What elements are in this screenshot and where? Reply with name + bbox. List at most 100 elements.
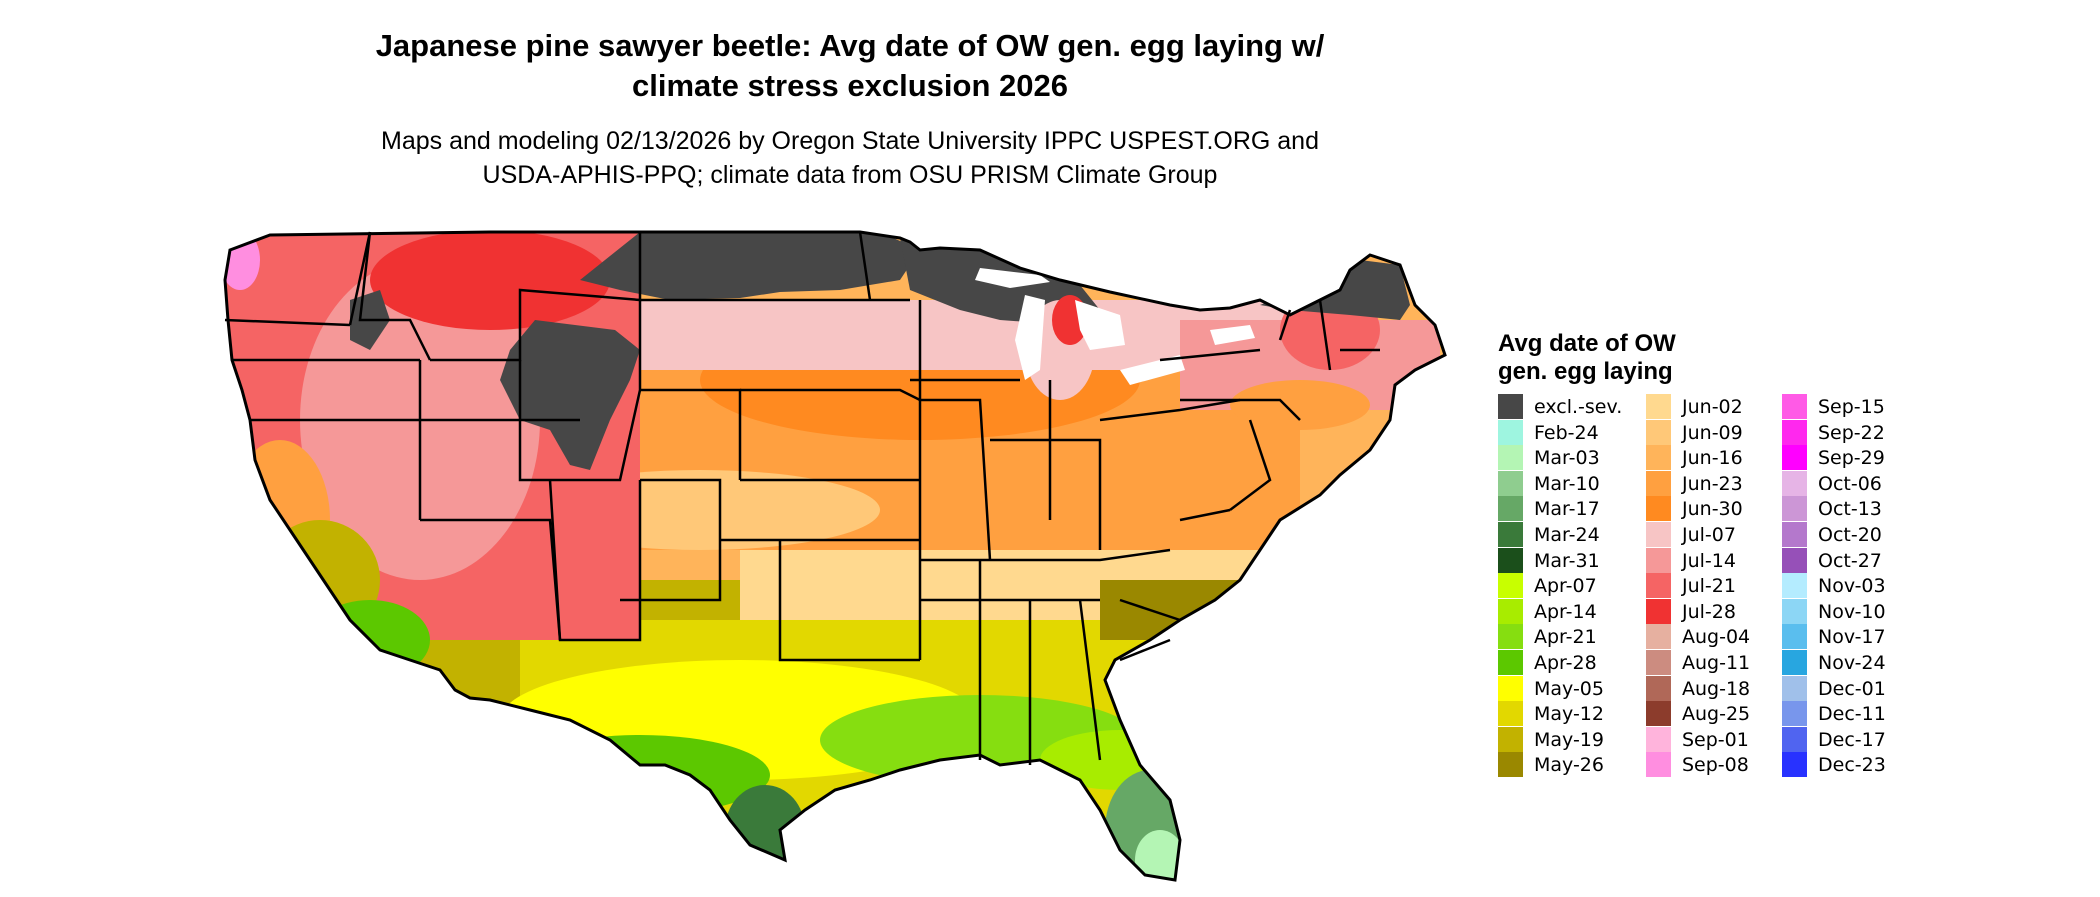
legend-item: Sep-08 (1646, 752, 1786, 778)
legend-swatch (1782, 445, 1807, 471)
legend-item: Aug-18 (1646, 675, 1786, 701)
map-subtitle-line-2: USDA-APHIS-PPQ; climate data from OSU PR… (482, 161, 1218, 189)
legend-label: Apr-28 (1534, 652, 1597, 674)
legend-item: Sep-22 (1782, 419, 1922, 445)
legend-label: Sep-01 (1682, 728, 1749, 751)
legend-label: Mar-31 (1534, 549, 1600, 572)
legend-swatch (1646, 445, 1671, 471)
legend-label: Feb-24 (1534, 421, 1599, 444)
legend-item: Oct-06 (1782, 470, 1922, 496)
legend-item: Apr-14 (1498, 598, 1638, 624)
legend-title-line-2: gen. egg laying (1498, 358, 1673, 385)
legend-swatch (1646, 394, 1671, 419)
map-subtitle-line-1: Maps and modeling 02/13/2026 by Oregon S… (381, 127, 1319, 155)
legend-swatch (1782, 598, 1807, 624)
legend: Avg date of OW gen. egg laying excl.-sev… (1498, 330, 1998, 800)
us-map-svg (223, 230, 1447, 882)
legend-label: May-05 (1534, 677, 1604, 700)
legend-item: Sep-01 (1646, 726, 1786, 752)
legend-swatch (1646, 598, 1671, 624)
legend-label: Dec-01 (1818, 677, 1886, 700)
legend-swatch (1782, 547, 1807, 573)
legend-item: Jul-21 (1646, 573, 1786, 599)
legend-item: Apr-21 (1498, 624, 1638, 650)
legend-label: Mar-10 (1534, 472, 1600, 495)
legend-item: Mar-24 (1498, 522, 1638, 547)
legend-swatch (1782, 394, 1807, 419)
legend-item: Aug-11 (1646, 650, 1786, 675)
legend-swatch (1498, 496, 1523, 522)
legend-swatch (1498, 650, 1523, 675)
legend-item: Nov-10 (1782, 598, 1922, 624)
legend-label: Dec-17 (1818, 728, 1886, 751)
legend-swatch (1646, 419, 1671, 445)
legend-item: Dec-11 (1782, 701, 1922, 727)
state-boundaries (224, 231, 1380, 765)
legend-item: Oct-13 (1782, 496, 1922, 522)
legend-swatch (1782, 650, 1807, 675)
map-title-line-1: Japanese pine sawyer beetle: Avg date of… (375, 28, 1325, 63)
legend-item: Sep-29 (1782, 445, 1922, 471)
legend-label: Apr-21 (1534, 626, 1597, 649)
legend-swatch (1498, 573, 1523, 599)
legend-label: Oct-20 (1818, 524, 1882, 546)
legend-label: Sep-22 (1818, 421, 1885, 444)
legend-label: Oct-27 (1818, 549, 1882, 572)
legend-label: May-19 (1534, 728, 1604, 751)
legend-item: May-19 (1498, 726, 1638, 752)
legend-label: Oct-06 (1818, 472, 1882, 495)
legend-item: May-05 (1498, 675, 1638, 701)
legend-label: Mar-17 (1534, 498, 1600, 521)
legend-label: Nov-17 (1818, 626, 1886, 649)
legend-label: Mar-24 (1534, 524, 1600, 546)
legend-item: May-12 (1498, 701, 1638, 727)
legend-item: Jun-16 (1646, 445, 1786, 471)
legend-label: Jun-23 (1682, 472, 1743, 495)
legend-swatch (1782, 419, 1807, 445)
legend-item: Sep-15 (1782, 394, 1922, 419)
legend-swatch (1646, 624, 1671, 650)
legend-swatch (1646, 547, 1671, 573)
map-subtitle: Maps and modeling 02/13/2026 by Oregon S… (250, 124, 1450, 192)
legend-swatch (1646, 752, 1671, 778)
us-map (220, 220, 1470, 892)
legend-item: Jun-02 (1646, 394, 1786, 419)
legend-label: Dec-23 (1818, 754, 1886, 777)
legend-item: Apr-28 (1498, 650, 1638, 675)
legend-swatch (1782, 624, 1807, 650)
legend-label: Sep-29 (1818, 447, 1885, 470)
legend-swatch (1498, 598, 1523, 624)
legend-swatch (1498, 624, 1523, 650)
legend-item: Oct-27 (1782, 547, 1922, 573)
legend-title: Avg date of OW gen. egg laying (1498, 330, 1758, 386)
legend-swatch (1498, 470, 1523, 496)
legend-swatch (1646, 522, 1671, 547)
legend-label: Aug-04 (1682, 626, 1751, 649)
legend-swatch (1646, 573, 1671, 599)
legend-title-line-1: Avg date of OW (1498, 330, 1676, 357)
legend-label: Aug-11 (1682, 652, 1751, 674)
legend-swatch (1498, 547, 1523, 573)
legend-label: Nov-24 (1818, 652, 1886, 674)
legend-item: Nov-24 (1782, 650, 1922, 675)
legend-swatch (1782, 573, 1807, 599)
legend-item: Mar-31 (1498, 547, 1638, 573)
legend-swatch (1498, 445, 1523, 471)
legend-label: Jun-16 (1682, 447, 1743, 470)
legend-item: Mar-17 (1498, 496, 1638, 522)
legend-item: Feb-24 (1498, 419, 1638, 445)
legend-label: May-26 (1534, 754, 1604, 777)
legend-swatch (1498, 522, 1523, 547)
legend-label: Aug-25 (1682, 703, 1751, 726)
legend-item: Nov-17 (1782, 624, 1922, 650)
legend-label: Jul-14 (1682, 549, 1736, 572)
legend-swatch (1646, 701, 1671, 727)
legend-item: Aug-04 (1646, 624, 1786, 650)
legend-swatch (1782, 726, 1807, 752)
legend-label: Dec-11 (1818, 703, 1886, 726)
legend-label: Jul-07 (1682, 524, 1736, 546)
legend-label: Apr-07 (1534, 575, 1597, 598)
legend-swatch (1498, 675, 1523, 701)
legend-swatch (1498, 752, 1523, 778)
legend-swatch (1646, 496, 1671, 522)
